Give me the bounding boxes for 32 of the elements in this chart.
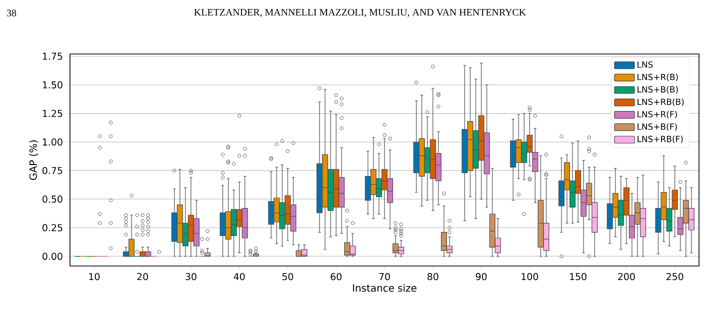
x-tick-label: 10	[89, 273, 100, 280]
x-tick-label: 90	[476, 273, 487, 280]
x-tick-label: 30	[186, 273, 196, 280]
x-tick-label: 70	[379, 273, 390, 280]
y-tick-label: 1.75	[42, 52, 62, 60]
x-tick-label: 80	[428, 273, 438, 280]
text: KLETZANDER, MANNELLI MAZZOLI, MUSLIU, AND VAN HENTENRYCK	[194, 8, 526, 18]
x-tick-label: 150	[570, 273, 586, 280]
legend-label: LNS	[638, 61, 653, 68]
legend-label: LNS+B(F)	[638, 123, 677, 131]
x-tick-label: 60	[330, 273, 342, 280]
x-tick-label: 20	[137, 273, 148, 280]
x-tick-label: 40	[234, 273, 245, 280]
x-tick-label: 100	[522, 273, 538, 280]
x-tick-label: 200	[618, 273, 635, 280]
y-tick-label: 0.25	[42, 224, 62, 232]
y-tick-label: 1.50	[42, 81, 62, 88]
legend-label: LNS+R(F)	[638, 110, 677, 118]
x-axis-title: Instance size	[353, 284, 416, 292]
y-tick-label: 0.00	[42, 252, 62, 260]
y-tick-label: 0.50	[42, 196, 62, 203]
y-tick-label: 1.25	[42, 110, 62, 118]
y-tick-label: 0.75	[42, 166, 62, 174]
y-tick-label: 1.00	[42, 138, 62, 146]
x-tick-label: 250	[666, 273, 684, 280]
text: 38	[7, 10, 16, 16]
legend-label: LNS+RB(B)	[638, 98, 684, 106]
legend-label: LNS+RB(F)	[638, 136, 683, 144]
legend-label: LNS+R(B)	[638, 74, 678, 82]
x-tick-label: 50	[282, 273, 294, 280]
y-axis-title: GAP (%)	[29, 140, 38, 180]
legend-label: LNS+B(B)	[638, 86, 678, 94]
